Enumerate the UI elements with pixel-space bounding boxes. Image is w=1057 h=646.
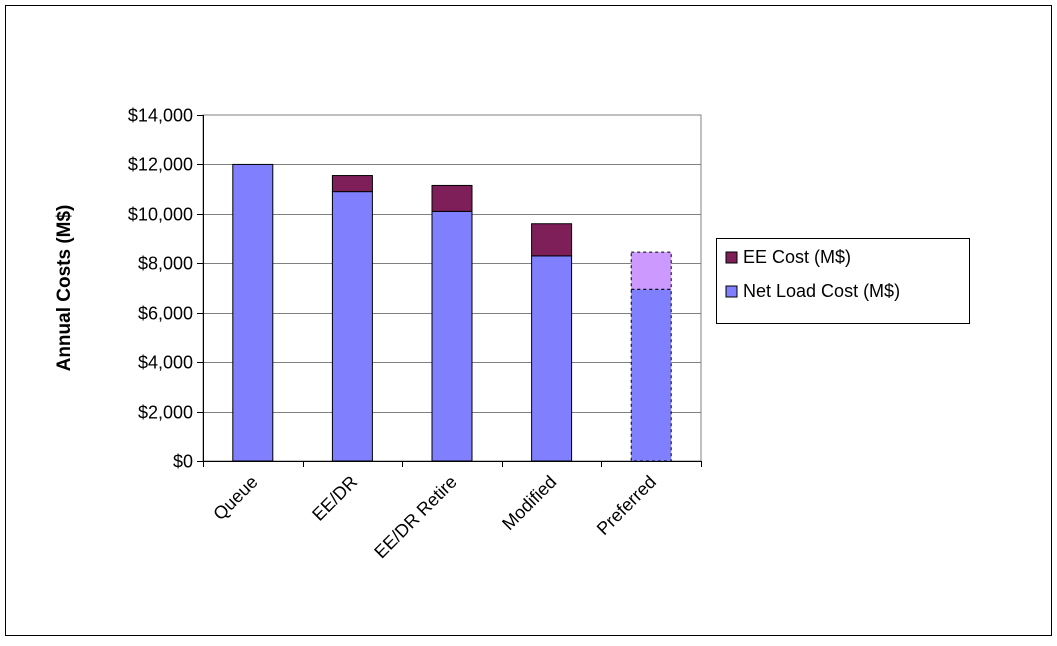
y-tick-label: $4,000 [138, 353, 193, 373]
y-tick-label: $10,000 [128, 205, 193, 225]
legend-swatch [725, 285, 738, 298]
bar-net-load-cost [431, 210, 473, 462]
bars [232, 163, 672, 462]
bar-net-load-cost [630, 288, 672, 462]
y-tick-label: $2,000 [138, 403, 193, 423]
legend-swatch [725, 251, 738, 264]
y-tick-label: $6,000 [138, 304, 193, 324]
bar-net-load-cost [531, 255, 573, 462]
bar-ee-cost [630, 251, 672, 290]
y-tick-label: $14,000 [128, 106, 193, 126]
legend-label: EE Cost (M$) [743, 247, 851, 267]
bar-net-load-cost [232, 163, 274, 462]
legend-box [716, 238, 970, 324]
bar-net-load-cost [331, 191, 373, 462]
bar-ee-cost [331, 175, 373, 193]
y-tick-label: $12,000 [128, 155, 193, 175]
y-tick-label: $0 [173, 452, 193, 472]
bar-ee-cost [431, 184, 473, 212]
y-axis-title: Annual Costs (M$) [54, 205, 75, 372]
y-tick-label: $8,000 [138, 254, 193, 274]
legend: EE Cost (M$) Net Load Cost (M$) [716, 238, 970, 324]
bar-ee-cost [531, 223, 573, 257]
legend-label: Net Load Cost (M$) [743, 281, 900, 301]
